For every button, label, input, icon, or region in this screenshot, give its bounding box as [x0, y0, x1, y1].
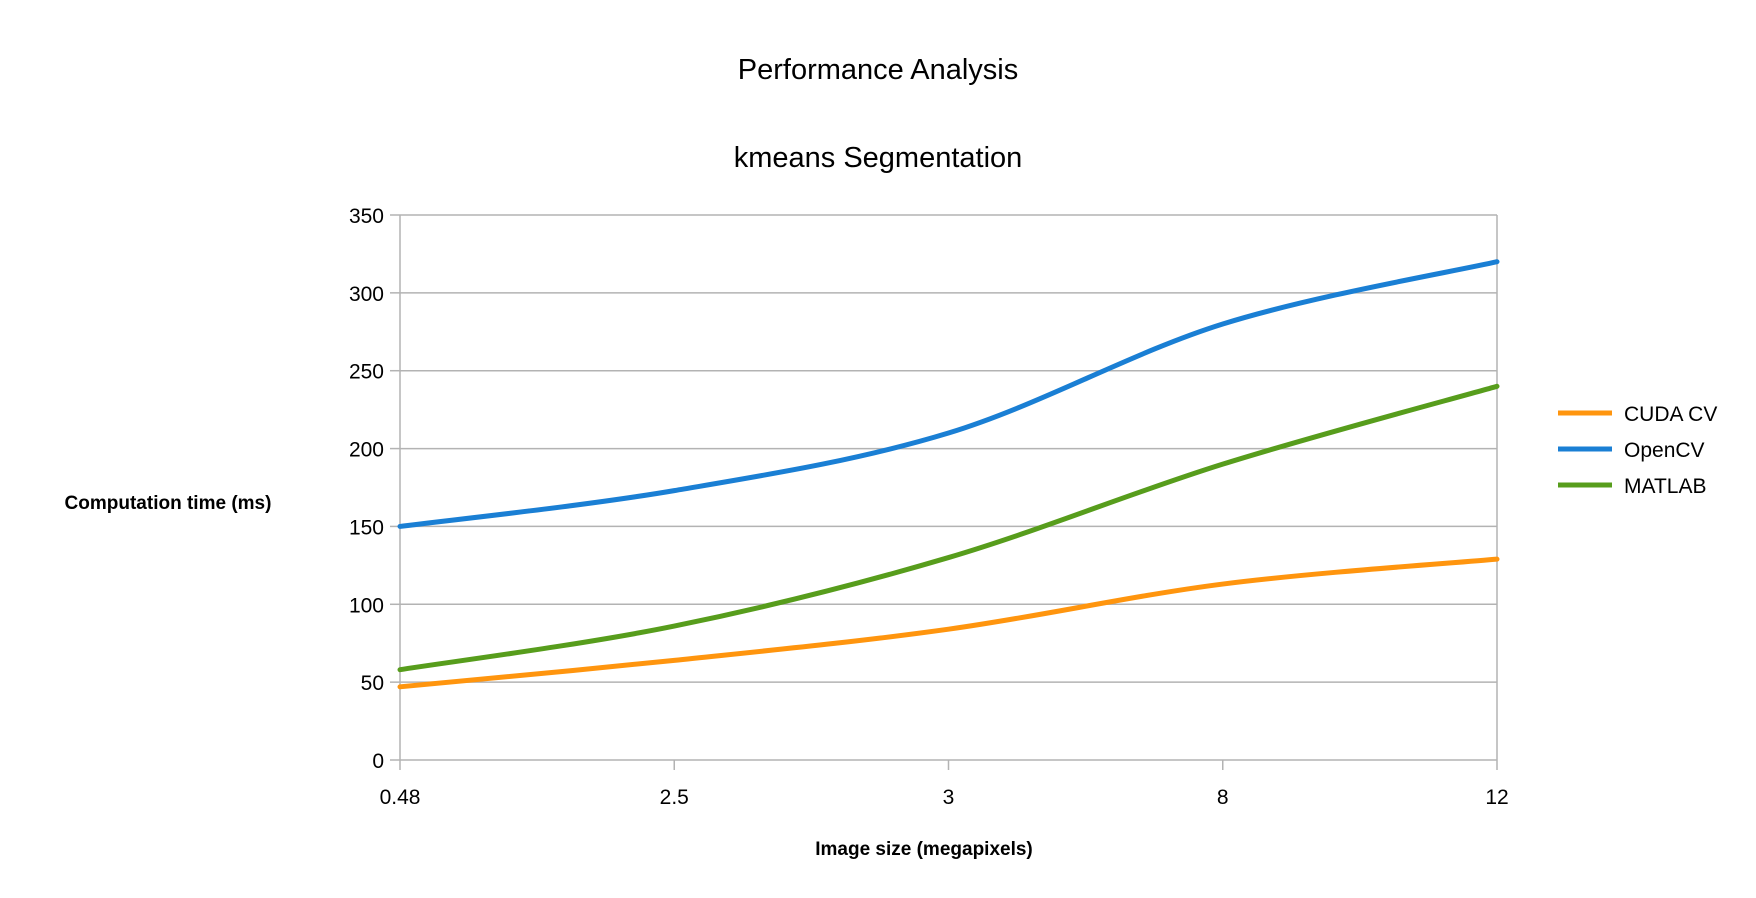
series-lines: [397, 259, 1500, 690]
y-tick-label: 300: [349, 283, 384, 306]
x-axis-tick-labels: 0.48 2.5 3 8 12: [380, 786, 1509, 809]
y-tick-label: 100: [349, 594, 384, 617]
x-tick-label: 0.48: [380, 786, 421, 809]
x-tick-label: 3: [943, 786, 955, 809]
series-line-matlab: [397, 383, 1500, 673]
y-tick-label: 0: [372, 750, 384, 773]
legend-label-opencv: OpenCV: [1624, 439, 1705, 462]
legend: CUDA CV OpenCV MATLAB: [1558, 403, 1717, 498]
legend-label-cuda-cv: CUDA CV: [1624, 403, 1717, 426]
y-tick-label: 250: [349, 361, 384, 384]
x-tick-label: 12: [1485, 786, 1508, 809]
chart-subtitle: kmeans Segmentation: [734, 142, 1023, 174]
y-axis-title: Computation time (ms): [65, 493, 272, 514]
y-axis-tick-labels: 0 50 100 150 200 250 300 350: [349, 205, 384, 773]
x-axis-title: Image size (megapixels): [815, 839, 1033, 860]
y-tick-label: 50: [361, 672, 384, 695]
axes: [390, 214, 1498, 770]
x-tick-label: 2.5: [660, 786, 689, 809]
y-tick-label: 200: [349, 439, 384, 462]
series-line-cuda-cv: [397, 556, 1500, 690]
y-tick-label: 150: [349, 516, 384, 539]
legend-label-matlab: MATLAB: [1624, 475, 1706, 498]
y-tick-label: 350: [349, 205, 384, 228]
series-line-opencv: [397, 259, 1500, 529]
x-tick-label: 8: [1217, 786, 1229, 809]
chart-title: Performance Analysis: [738, 54, 1018, 86]
gridlines: [400, 214, 1497, 683]
